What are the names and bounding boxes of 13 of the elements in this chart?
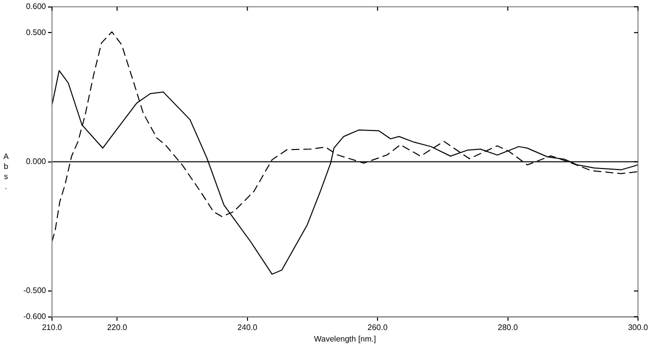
x-tick-label: 210.0	[42, 322, 63, 332]
x-tick-label: 300.0	[628, 322, 649, 332]
y-axis-title: Abs.	[3, 152, 9, 192]
y-tick-label: 0.000	[26, 157, 47, 166]
x-axis-title: Wavelength [nm.]	[314, 334, 376, 344]
x-tick-label: 260.0	[368, 322, 388, 332]
y-tick-label: -0.600	[23, 312, 47, 322]
y-tick-label: 0.500	[26, 28, 47, 37]
x-tick-label: 220.0	[107, 322, 128, 332]
x-tick-label: 240.0	[237, 322, 258, 332]
y-tick-label: 0.600	[26, 2, 47, 12]
x-tick-label: 280.0	[498, 322, 518, 332]
y-tick-label: -0.500	[23, 286, 47, 296]
